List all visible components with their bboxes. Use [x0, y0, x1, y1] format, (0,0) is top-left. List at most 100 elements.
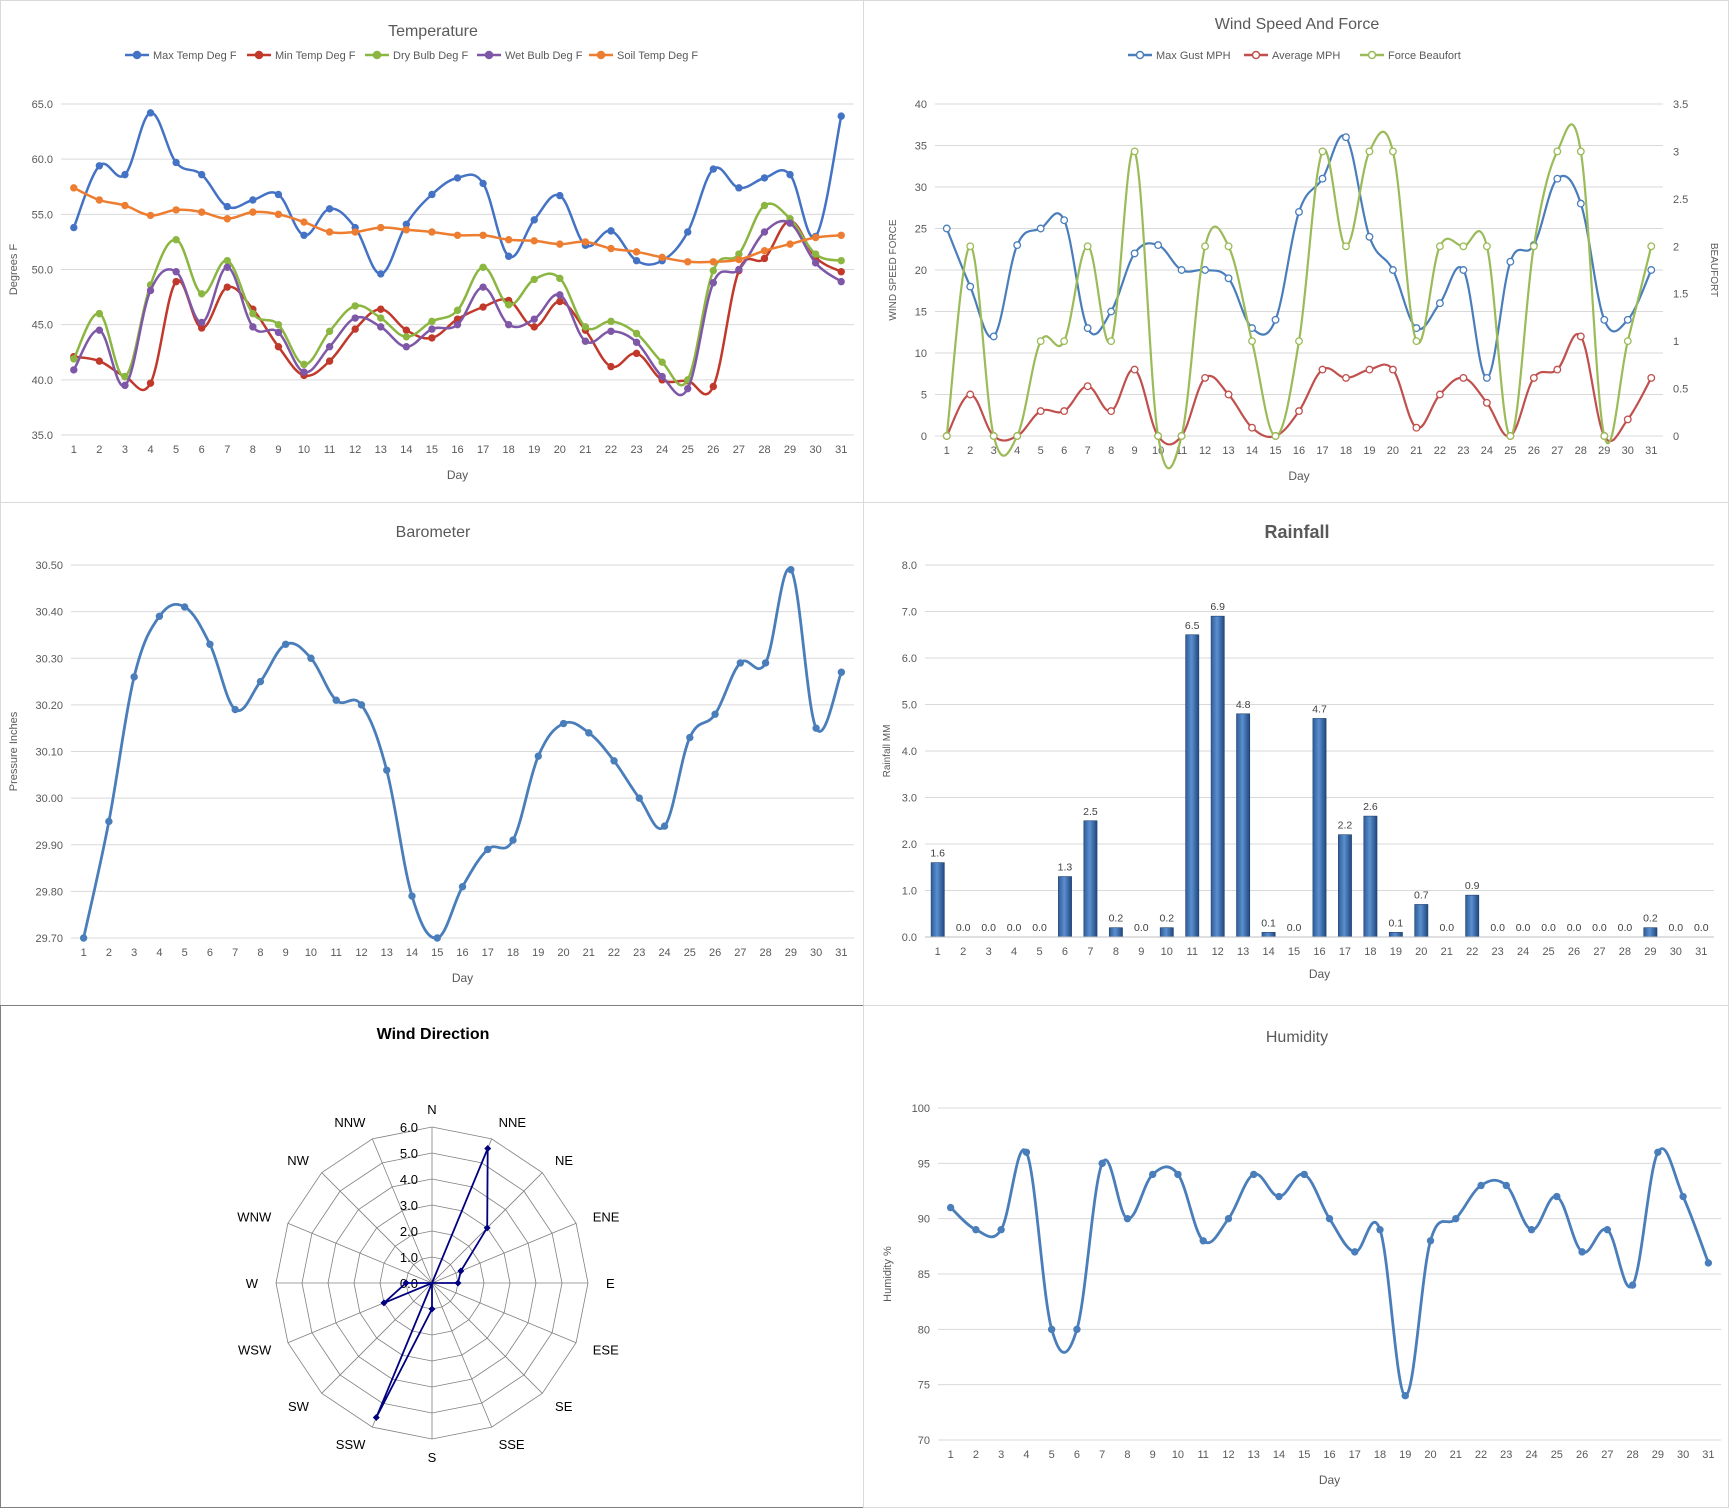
data-point: [1576, 199, 1585, 208]
data-point: [95, 309, 104, 318]
data-point: [581, 323, 590, 331]
data-point: [146, 211, 155, 220]
data-point: [146, 379, 155, 387]
y-tick-label: 100: [912, 1103, 930, 1115]
x-tick-label: 8: [250, 444, 256, 456]
data-label: 0.2: [1159, 913, 1174, 925]
data-label: 1.6: [930, 848, 945, 860]
data-point: [966, 282, 975, 291]
data-point: [146, 109, 155, 117]
data-point: [1529, 242, 1538, 251]
data-point: [1482, 242, 1491, 251]
radar-tick-label: 1.0: [400, 1250, 418, 1265]
data-point: [249, 208, 257, 216]
data-point: [607, 362, 615, 371]
radar-spoke: [287, 1222, 433, 1284]
data-point: [530, 315, 538, 323]
data-point: [95, 326, 104, 334]
data-point: [1576, 147, 1585, 156]
data-point: [1130, 249, 1139, 258]
radar-data-point: [484, 1144, 492, 1152]
chart-title: Humidity: [1266, 1029, 1328, 1046]
data-point: [966, 390, 975, 399]
x-tick-label: 10: [1172, 1449, 1184, 1461]
x-tick-label: 10: [305, 947, 317, 959]
barometer-chart-panel: Barometer 29.70 29.80 29.90 30.00 30.10 30.20 3…: [0, 502, 864, 1006]
x-tick-label: 3: [122, 444, 128, 456]
data-point: [172, 158, 180, 167]
x-tick-label: 26: [709, 947, 721, 959]
data-point: [155, 612, 164, 620]
y-tick-label: 2.0: [902, 839, 917, 851]
x-tick-label: 9: [1132, 445, 1138, 457]
data-point: [760, 228, 769, 236]
x-tick-label: 22: [608, 947, 620, 959]
data-point: [105, 817, 113, 826]
series-average-mph: [942, 332, 1656, 446]
data-point: [1047, 1325, 1056, 1334]
chart-title: Wind Speed And Force: [1215, 16, 1380, 33]
radar-data-point: [454, 1279, 462, 1287]
humidity-chart-panel: Humidity 70 75 80 85 90 95 100 1 2 3 4 5 6 7 8 9 10 11 12 13…: [863, 1005, 1729, 1508]
data-point: [197, 208, 206, 216]
data-label: 0.2: [1643, 913, 1658, 925]
bar: [1185, 634, 1200, 938]
radar-category-label: NE: [555, 1153, 573, 1168]
data-point: [1271, 432, 1280, 440]
data-point: [1083, 324, 1092, 333]
data-point: [1482, 398, 1491, 407]
x-tick-label: 16: [1293, 445, 1305, 457]
x-tick-label: 21: [579, 444, 591, 456]
x-tick-label: 16: [1323, 1449, 1335, 1461]
data-point: [1123, 1214, 1132, 1223]
wind-direction-chart: Wind Direction N NNE NE ENE E ESE SE SSE S SSW SW WS…: [237, 1026, 620, 1465]
data-point: [607, 244, 615, 253]
data-point: [658, 372, 666, 381]
legend-label: Min Temp Deg F: [275, 50, 356, 62]
data-point: [1600, 432, 1609, 440]
y-tick-label: 55.0: [32, 209, 53, 221]
y-tick-label: 30.40: [35, 607, 63, 619]
data-point: [1148, 1170, 1157, 1179]
data-point: [504, 320, 513, 329]
data-point: [1295, 337, 1303, 346]
x-tick-label: 4: [147, 444, 153, 456]
x-tick-label: 19: [1363, 445, 1375, 457]
data-point: [812, 724, 820, 732]
legend-dot-marker: [1135, 50, 1145, 60]
y-tick-label: 6.0: [902, 653, 917, 665]
data-point: [1679, 1192, 1687, 1201]
data-point: [1553, 365, 1562, 374]
bar: [1312, 718, 1327, 938]
y-tick-label: 8.0: [902, 560, 917, 572]
x-tick-label: 8: [257, 947, 263, 959]
x-tick-label: 19: [532, 947, 544, 959]
x-tick-label: 7: [1085, 445, 1091, 457]
data-point: [402, 326, 411, 334]
data-point: [172, 277, 180, 286]
x-tick-label: 19: [1399, 1449, 1411, 1461]
legend-label: Max Gust MPH: [1156, 50, 1231, 62]
data-point: [1224, 390, 1233, 399]
x-tick-label: 11: [324, 444, 335, 456]
radar-spoke: [321, 1282, 433, 1394]
data-point: [1553, 147, 1562, 156]
radar-category-label: WNW: [237, 1209, 272, 1224]
x-tick-label: 2: [960, 946, 966, 958]
x-tick-label: 16: [1313, 946, 1325, 958]
data-point: [377, 305, 385, 313]
data-point: [761, 659, 770, 667]
data-point: [300, 218, 308, 226]
x-tick-label: 29: [1598, 445, 1610, 457]
x-tick-label: 12: [1199, 445, 1211, 457]
data-point: [1130, 147, 1139, 156]
data-point: [1275, 1192, 1283, 1201]
x-tick-label: 29: [784, 444, 796, 456]
data-point: [1435, 390, 1444, 399]
x-tick-label: 3: [998, 1449, 1004, 1461]
data-point: [735, 265, 743, 274]
data-point: [325, 205, 334, 213]
data-point: [377, 323, 385, 331]
x-tick-label: 5: [1049, 1449, 1055, 1461]
y-tick-label: 90: [918, 1214, 930, 1226]
